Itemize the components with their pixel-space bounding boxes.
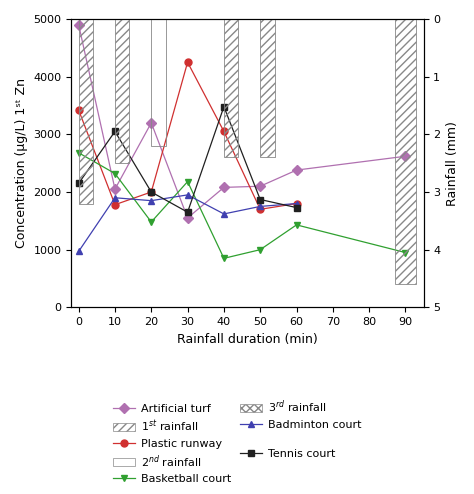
Bar [394, 19, 416, 284]
Bar [115, 19, 129, 163]
X-axis label: Rainfall duration (min): Rainfall duration (min) [177, 332, 318, 346]
Y-axis label: Concentration (μg/L) 1ˢᵗ Zn: Concentration (μg/L) 1ˢᵗ Zn [15, 78, 28, 248]
Bar [79, 19, 93, 204]
Bar [151, 19, 166, 146]
Bar [224, 19, 238, 158]
Y-axis label: Rainfall (mm): Rainfall (mm) [446, 121, 459, 206]
Bar [260, 19, 275, 158]
Legend: Artificial turf, 1$^{st}$ rainfall, Plastic runway, 2$^{nd}$ rainfall, Basketbal: Artificial turf, 1$^{st}$ rainfall, Plas… [109, 394, 365, 489]
